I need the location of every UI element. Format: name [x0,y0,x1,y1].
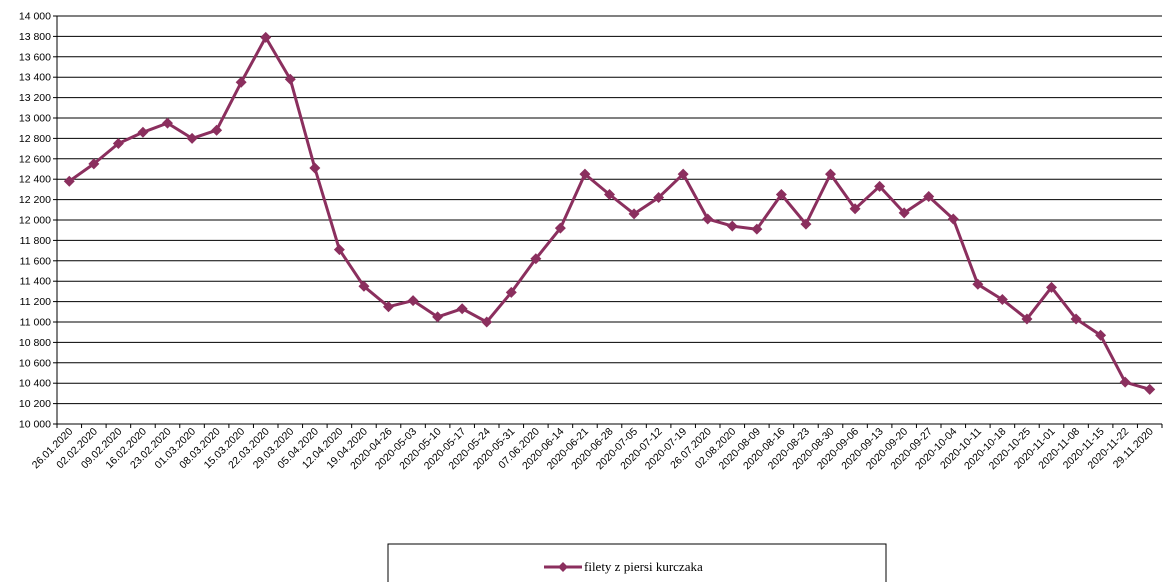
data-point-marker [260,31,272,43]
y-tick-label: 13 200 [19,92,51,104]
x-axis-ticks: 26.01.202002.02.202009.02.202016.02.2020… [30,424,1163,472]
data-point-marker [407,295,419,307]
data-point-marker [628,208,640,220]
y-tick-label: 12 400 [19,174,51,186]
series-line [68,35,1151,391]
legend: filety z piersi kurczaka [387,543,887,582]
y-axis-ticks: 10 000 10 200 10 400 10 600 10 800 11 000 11 2… [19,11,57,431]
y-tick-label: 10 800 [19,337,51,349]
y-tick-label: 13 400 [19,72,51,84]
data-point-marker [1046,281,1057,293]
y-tick-label: 12 600 [19,153,51,165]
legend-label: filety z piersi kurczaka [584,559,703,574]
data-point-marker [456,303,468,315]
data-point-marker [481,316,493,328]
y-tick-label: 11 600 [20,255,51,267]
data-point-marker [849,203,861,215]
data-point-marker [505,286,517,298]
data-point-marker [284,73,296,85]
data-point-marker [972,278,984,290]
data-point-marker [653,192,665,204]
data-point-marker [1119,376,1131,388]
data-point-marker [162,117,173,129]
data-point-marker [88,158,100,170]
data-point-marker [358,280,370,292]
data-point-marker [383,301,394,313]
data-point-marker [898,207,910,219]
data-point-marker [726,220,738,232]
axes [56,16,1162,425]
data-point-marker [677,168,689,180]
data-point-marker [63,175,75,187]
data-point-marker [579,168,591,180]
data-point-marker [1095,329,1107,341]
y-tick-label: 11 200 [20,296,51,308]
data-point-marker [1144,383,1156,395]
y-tick-label: 12 800 [19,133,51,145]
data-point-marker [702,213,714,225]
data-point-marker [825,168,836,180]
y-tick-label: 10 200 [19,398,51,410]
y-tick-label: 11 400 [20,276,51,288]
y-tick-label: 11 800 [20,235,51,247]
y-tick-label: 10 600 [19,357,51,369]
data-point-marker [751,223,763,235]
y-tick-label: 12 200 [19,194,51,206]
data-point-marker [874,180,886,192]
data-point-marker [333,244,345,256]
data-point-marker [1070,313,1082,325]
y-tick-label: 13 800 [19,31,51,43]
legend-box [387,543,887,582]
y-tick-label: 10 400 [19,378,51,390]
series-layer [63,31,1156,395]
y-tick-label: 13 600 [19,51,51,63]
data-point-marker [432,311,444,323]
data-point-marker [211,124,223,136]
data-point-marker [923,191,935,203]
data-point-marker [186,132,198,144]
data-point-marker [309,162,321,174]
gridlines [57,15,1162,425]
data-point-marker [235,76,247,88]
data-point-marker [112,138,124,149]
data-point-marker [800,218,812,230]
data-point-marker [996,294,1008,306]
data-point-marker [530,253,542,265]
data-point-marker [1021,313,1033,325]
legend-marker [558,562,568,572]
y-tick-label: 12 000 [19,215,51,227]
y-tick-label: 13 000 [19,113,51,125]
y-tick-label: 10 000 [19,419,51,431]
data-point-marker [554,222,566,234]
data-point-marker [775,189,787,200]
y-tick-label: 11 000 [20,317,51,329]
data-point-marker [947,213,959,225]
data-point-marker [604,189,615,200]
y-tick-label: 14 000 [19,11,51,23]
data-point-marker [137,126,149,138]
